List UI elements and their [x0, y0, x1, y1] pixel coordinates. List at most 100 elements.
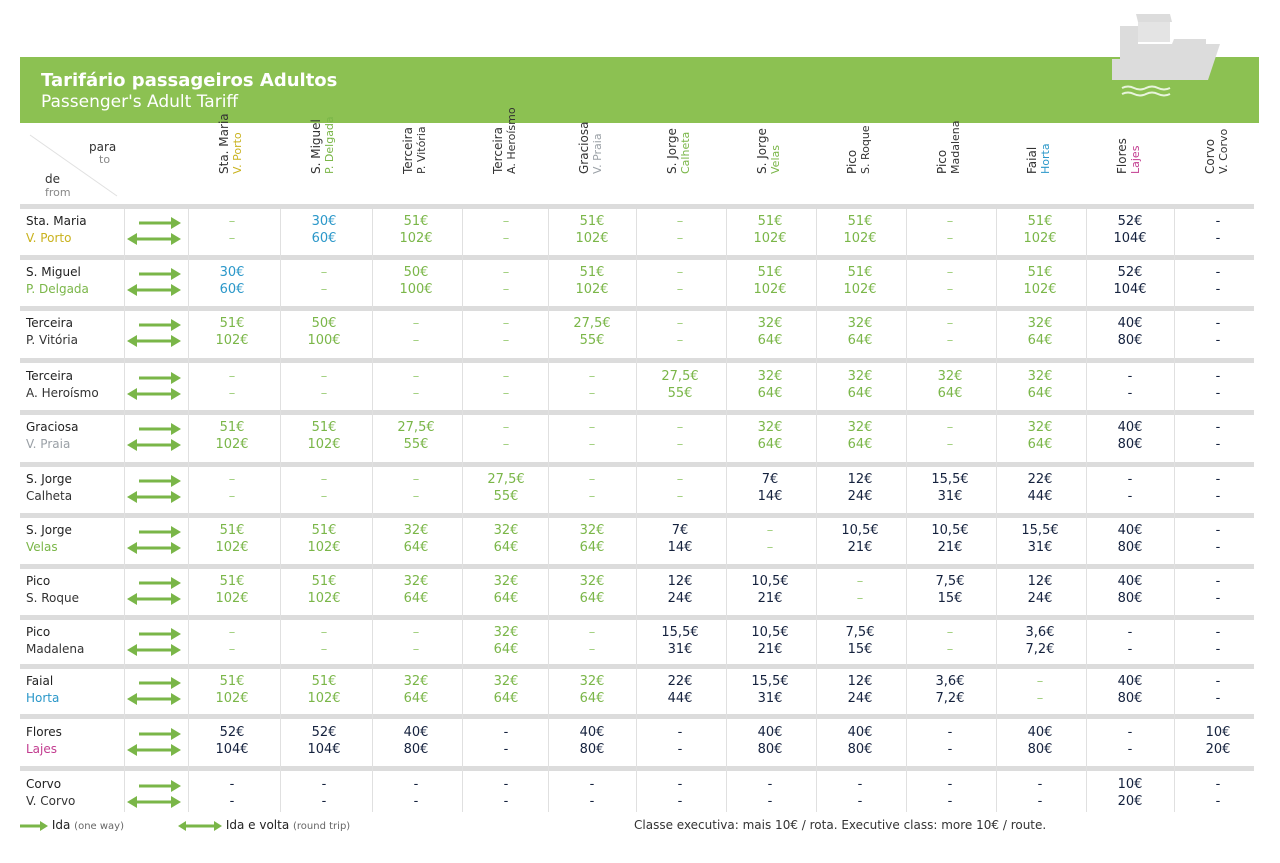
fare-one-way: - [1127, 625, 1133, 640]
fare-one-way: 40€ [1117, 316, 1143, 331]
fare-round-trip: - [1037, 794, 1043, 809]
row-separator [20, 358, 1254, 363]
column-port: Madalena [949, 120, 962, 175]
fare-round-trip: 80€ [1117, 591, 1143, 606]
fare-cell: 51€ 102€ [280, 673, 368, 707]
fare-one-way: 51€ [579, 265, 605, 280]
fare-one-way: – [502, 214, 510, 229]
fare-cell: 32€ 64€ [462, 573, 550, 607]
route-arrows-icon [127, 526, 181, 554]
fare-round-trip: 55€ [493, 489, 519, 504]
fare-round-trip: – [412, 489, 420, 504]
fare-cell: – – [280, 471, 368, 505]
fare-one-way: - [1215, 523, 1221, 538]
row-port: Horta [26, 691, 60, 705]
fare-one-way: 27,5€ [573, 316, 611, 331]
fare-cell: -- [548, 776, 636, 810]
fare-one-way: 3,6€ [935, 674, 965, 689]
fare-cell: -- [1174, 673, 1262, 707]
fare-one-way: - [1215, 574, 1221, 589]
column-port: V. Praia [591, 133, 604, 174]
fare-cell: – – [188, 368, 276, 402]
fare-one-way: – [676, 472, 684, 487]
fare-one-way: 52€ [311, 725, 337, 740]
fare-one-way: 52€ [219, 725, 245, 740]
column-divider [372, 209, 373, 812]
fare-cell: 51€ 102€ [996, 264, 1084, 298]
fare-round-trip: – [320, 282, 328, 297]
fare-cell: -- [636, 776, 724, 810]
fare-round-trip: – [676, 282, 684, 297]
fare-round-trip: – [946, 282, 954, 297]
fare-round-trip: – [228, 642, 236, 657]
fare-cell: 10€ 20€ [1174, 724, 1262, 758]
fare-round-trip: - [947, 742, 953, 757]
fare-cell: – – [372, 315, 460, 349]
fare-one-way: - [1215, 316, 1221, 331]
fare-cell: -- [1174, 315, 1262, 349]
fare-cell: -- [462, 724, 550, 758]
fare-cell: – – [636, 471, 724, 505]
fare-one-way: - [503, 777, 509, 792]
fare-cell: 51€ 102€ [188, 573, 276, 607]
fare-cell: – – [548, 368, 636, 402]
fare-one-way: 32€ [493, 625, 519, 640]
fare-cell: 40€ 80€ [372, 724, 460, 758]
fare-round-trip: 64€ [579, 540, 605, 555]
route-arrows-icon [127, 780, 181, 808]
fare-round-trip: 80€ [403, 742, 429, 757]
route-arrows-icon [127, 577, 181, 605]
fare-round-trip: - [1215, 794, 1221, 809]
fare-cell: -- [1086, 624, 1174, 658]
row-arrows [125, 316, 185, 354]
fare-round-trip: 24€ [667, 591, 693, 606]
fare-round-trip: 104€ [1113, 231, 1147, 246]
fare-cell: – – [462, 315, 550, 349]
fare-one-way: – [946, 265, 954, 280]
fare-round-trip: 102€ [215, 437, 249, 452]
route-arrows-icon [127, 728, 181, 756]
table-row: Corvo V. Corvo - - - - - - - - - - - - - - - - - - - -10€ 20€ -… [20, 774, 1254, 816]
fare-round-trip: - [677, 742, 683, 757]
column-port: Calheta [679, 131, 692, 174]
fare-cell: 51€ 102€ [816, 264, 904, 298]
fare-round-trip: - [1215, 386, 1221, 401]
column-port: P. Vitória [415, 126, 428, 174]
fare-cell: -- [636, 724, 724, 758]
fare-cell: 32€ 64€ [372, 573, 460, 607]
fare-round-trip: 80€ [1117, 691, 1143, 706]
table-row: Pico Madalena – – – – – –32€ 64€ – –15,5€ 31€ 10,5€ 2… [20, 622, 1254, 664]
fare-cell: 12€ 24€ [996, 573, 1084, 607]
fare-cell: 15,5€ 31€ [726, 673, 814, 707]
fare-cell: 15,5€ 31€ [636, 624, 724, 658]
fare-one-way: - [767, 777, 773, 792]
fare-cell: – – [372, 471, 460, 505]
fare-cell: -- [1174, 419, 1262, 453]
fare-one-way: – [1036, 674, 1044, 689]
fare-round-trip: - [1127, 642, 1133, 657]
legend-round-trip: Ida e volta (round trip) [178, 818, 350, 832]
row-separator [20, 306, 1254, 311]
row-port: P. Vitória [26, 333, 78, 347]
table-row: Graciosa V. Praia 51€ 102€ 51€ 102€ 27,5€ 55€ – –… [20, 417, 1254, 459]
fare-round-trip: – [676, 437, 684, 452]
legend-round-trip-label: Ida e volta [225, 818, 290, 832]
fare-one-way: 51€ [311, 674, 337, 689]
fare-round-trip: 64€ [1027, 437, 1053, 452]
fare-round-trip: 15€ [937, 591, 963, 606]
fare-one-way: 40€ [1117, 420, 1143, 435]
fare-cell: -- [1086, 724, 1174, 758]
fare-one-way: - [1127, 369, 1133, 384]
route-arrows-icon [127, 217, 181, 245]
fare-one-way: 10,5€ [751, 625, 789, 640]
fare-one-way: 10€ [1205, 725, 1231, 740]
fare-cell: 22€ 44€ [996, 471, 1084, 505]
row-arrows [125, 674, 185, 712]
fare-cell: 30€ 60€ [188, 264, 276, 298]
table-row: S. Jorge Calheta – – – – – –27,5€ 55€ – – – –7€ 14€ 12… [20, 469, 1254, 511]
fare-cell: 50€ 100€ [280, 315, 368, 349]
fare-round-trip: – [320, 489, 328, 504]
fare-one-way: 51€ [757, 214, 783, 229]
route-arrows-icon [127, 628, 181, 656]
route-arrows-icon [127, 677, 181, 705]
